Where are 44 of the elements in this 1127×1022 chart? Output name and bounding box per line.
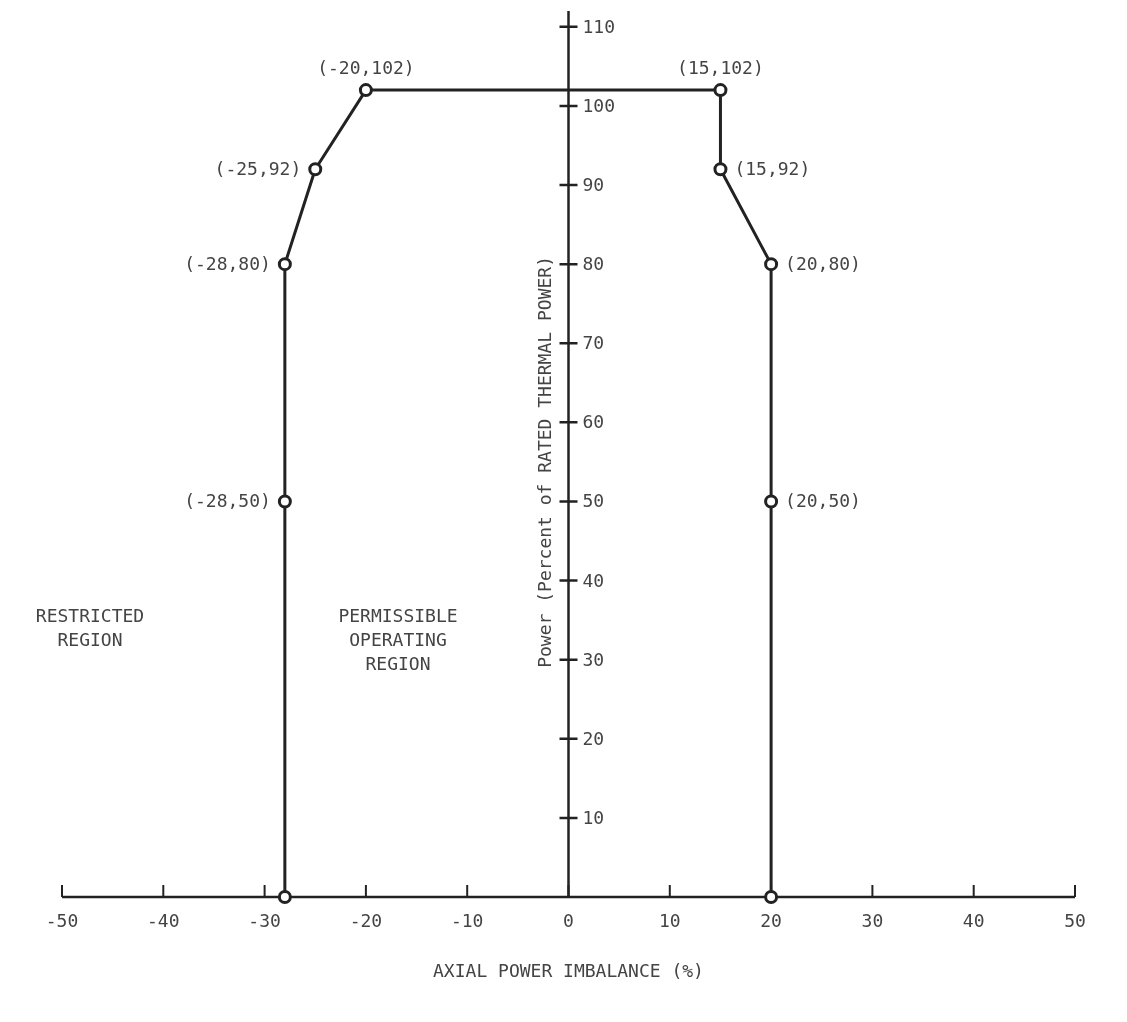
x-tick-label: 40	[962, 910, 985, 931]
annotation: (20,50)	[785, 490, 861, 512]
x-tick-label: 10	[658, 910, 681, 931]
x-tick-label: -10	[450, 910, 484, 931]
y-tick-label: 80	[582, 253, 605, 275]
x-axis-title: AXIAL POWER IMBALANCE (%)	[433, 960, 704, 981]
annotation: (15,92)	[734, 158, 811, 180]
x-tick-label: -30	[248, 910, 281, 931]
y-tick-label: 20	[582, 727, 605, 749]
y-tick-label: 90	[582, 174, 605, 196]
point	[308, 162, 323, 177]
point	[764, 257, 779, 272]
annotation: (-28,80)	[184, 253, 271, 275]
x-tick-label: 30	[861, 910, 884, 931]
y-tick-label: 40	[582, 569, 605, 591]
y-tick-label: 100	[582, 94, 616, 116]
annotation: (-28,50)	[184, 490, 271, 512]
x-tick-label: 50	[1064, 910, 1086, 931]
point	[277, 890, 292, 904]
y-tick-label: 70	[582, 332, 605, 354]
point	[277, 257, 292, 272]
y-axis-title: Power (Percent of RATED THERMAL POWER)	[533, 256, 555, 668]
point	[713, 162, 728, 177]
y-tick-label: 30	[582, 648, 605, 670]
point	[358, 83, 373, 98]
point	[277, 494, 292, 509]
x-tick-label: 20	[760, 910, 782, 931]
annotation: (15,102)	[677, 57, 764, 79]
point	[713, 83, 728, 98]
x-tick-label: 0	[563, 910, 574, 931]
annotation: (20,80)	[785, 253, 861, 275]
y-tick-label: 50	[582, 490, 605, 512]
x-tick-label: -50	[45, 910, 79, 931]
annotation: RESTRICTED REGION	[35, 605, 145, 650]
x-tick-label: -40	[147, 910, 180, 931]
annotation: (-25,92)	[214, 158, 302, 180]
y-tick-label: 110	[582, 15, 616, 37]
x-tick-label: -20	[349, 910, 383, 931]
y-tick-label: 60	[582, 411, 605, 433]
point	[764, 890, 779, 904]
y-tick-label: 10	[582, 806, 605, 828]
annotation: (-20,102)	[317, 57, 415, 79]
annotation: PERMISSIBLE OPERATING REGION	[338, 605, 458, 674]
point	[764, 494, 779, 509]
